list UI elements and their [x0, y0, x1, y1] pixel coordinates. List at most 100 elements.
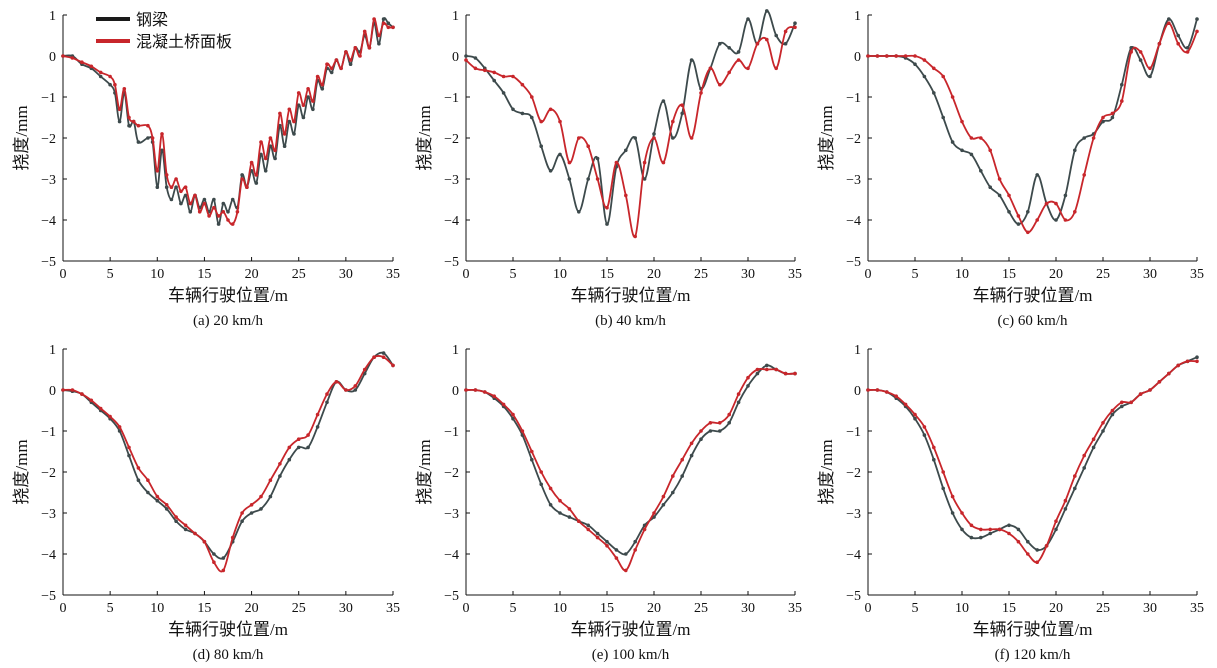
data-point: [624, 568, 628, 573]
series-concrete-deck: [464, 367, 797, 573]
series-steel-girder: [866, 17, 1199, 226]
data-point: [464, 388, 468, 392]
data-point: [661, 160, 666, 165]
data-point: [586, 527, 590, 532]
data-point: [941, 486, 945, 491]
data-point: [689, 441, 694, 446]
data-point: [473, 56, 478, 60]
data-point: [1026, 210, 1030, 214]
data-point: [202, 201, 207, 206]
data-point: [202, 539, 207, 544]
data-point: [755, 367, 760, 372]
y-tick-label: −5: [41, 589, 56, 604]
data-point: [315, 412, 320, 417]
data-point: [362, 29, 367, 34]
chart-panel-4: 0 5 10 15 20 25 30 35 −5 −4 −3 −2 −1 0 1 车辆行驶位置/m 挠度/mm (…: [12, 343, 400, 663]
data-point: [325, 62, 329, 66]
data-point: [174, 185, 178, 189]
data-point: [922, 58, 927, 62]
data-point: [1195, 29, 1199, 34]
data-point: [348, 58, 353, 62]
data-point: [960, 527, 964, 532]
data-point: [765, 9, 769, 13]
data-point: [736, 400, 741, 405]
series-line: [868, 22, 1198, 234]
data-point: [164, 503, 169, 507]
data-point: [718, 421, 722, 425]
data-point: [320, 87, 325, 91]
y-tick-label: −5: [444, 589, 459, 604]
data-point: [1054, 519, 1058, 523]
data-point: [969, 152, 974, 157]
data-point: [1054, 201, 1058, 206]
data-point: [539, 470, 543, 474]
data-point: [746, 17, 750, 21]
x-tick-label: 25: [292, 267, 306, 282]
data-point: [117, 119, 122, 124]
data-point: [894, 394, 898, 399]
data-point: [530, 115, 534, 120]
data-point: [969, 523, 974, 528]
data-point: [548, 169, 553, 173]
data-point: [680, 474, 684, 478]
data-point: [136, 466, 141, 470]
data-point: [207, 214, 211, 218]
panel-caption: (c) 60 km/h: [998, 313, 1068, 329]
data-point: [1176, 33, 1180, 38]
data-point: [511, 416, 515, 421]
data-point: [315, 425, 320, 429]
data-point: [259, 152, 263, 157]
data-point: [348, 62, 353, 66]
series-line: [868, 18, 1198, 225]
data-point: [624, 193, 628, 198]
data-point: [1120, 400, 1124, 405]
data-point: [1120, 404, 1124, 409]
data-point: [386, 21, 391, 26]
data-point: [605, 544, 609, 548]
data-point: [1073, 486, 1077, 491]
data-point: [922, 433, 927, 437]
data-point: [1082, 453, 1086, 458]
data-point: [520, 111, 525, 116]
data-point: [1148, 74, 1152, 79]
y-tick-label: −5: [444, 255, 459, 270]
series-line: [62, 351, 394, 560]
data-point: [988, 185, 992, 189]
data-point: [661, 99, 666, 103]
x-tick-label: 35: [1190, 601, 1204, 616]
data-point: [183, 527, 188, 532]
data-point: [605, 205, 609, 210]
data-point: [718, 41, 722, 46]
data-point: [98, 74, 103, 79]
series-line: [62, 354, 394, 573]
data-point: [287, 107, 292, 112]
y-tick-label: 0: [452, 50, 459, 65]
data-point: [202, 197, 207, 202]
data-point: [282, 144, 287, 148]
data-point: [727, 46, 731, 50]
data-point: [548, 503, 553, 507]
data-point: [979, 136, 983, 140]
legend-label: 混凝土桥面板: [136, 33, 232, 51]
x-tick-label: 25: [1096, 267, 1110, 282]
data-point: [464, 58, 468, 62]
data-point: [146, 478, 150, 483]
data-point: [80, 392, 84, 396]
data-point: [136, 140, 141, 144]
x-tick-label: 0: [865, 601, 872, 616]
data-point: [866, 388, 870, 392]
y-tick-label: 0: [49, 50, 56, 65]
data-point: [746, 375, 750, 380]
data-point: [913, 62, 917, 66]
y-tick-label: −3: [41, 173, 56, 188]
y-tick-label: −4: [846, 214, 861, 229]
data-point: [1157, 380, 1162, 384]
data-point: [292, 119, 296, 124]
data-point: [1054, 527, 1058, 532]
data-point: [755, 41, 760, 46]
data-point: [941, 470, 945, 474]
data-point: [155, 498, 160, 503]
data-point: [301, 115, 306, 120]
data-point: [595, 535, 600, 540]
data-point: [1138, 392, 1143, 396]
